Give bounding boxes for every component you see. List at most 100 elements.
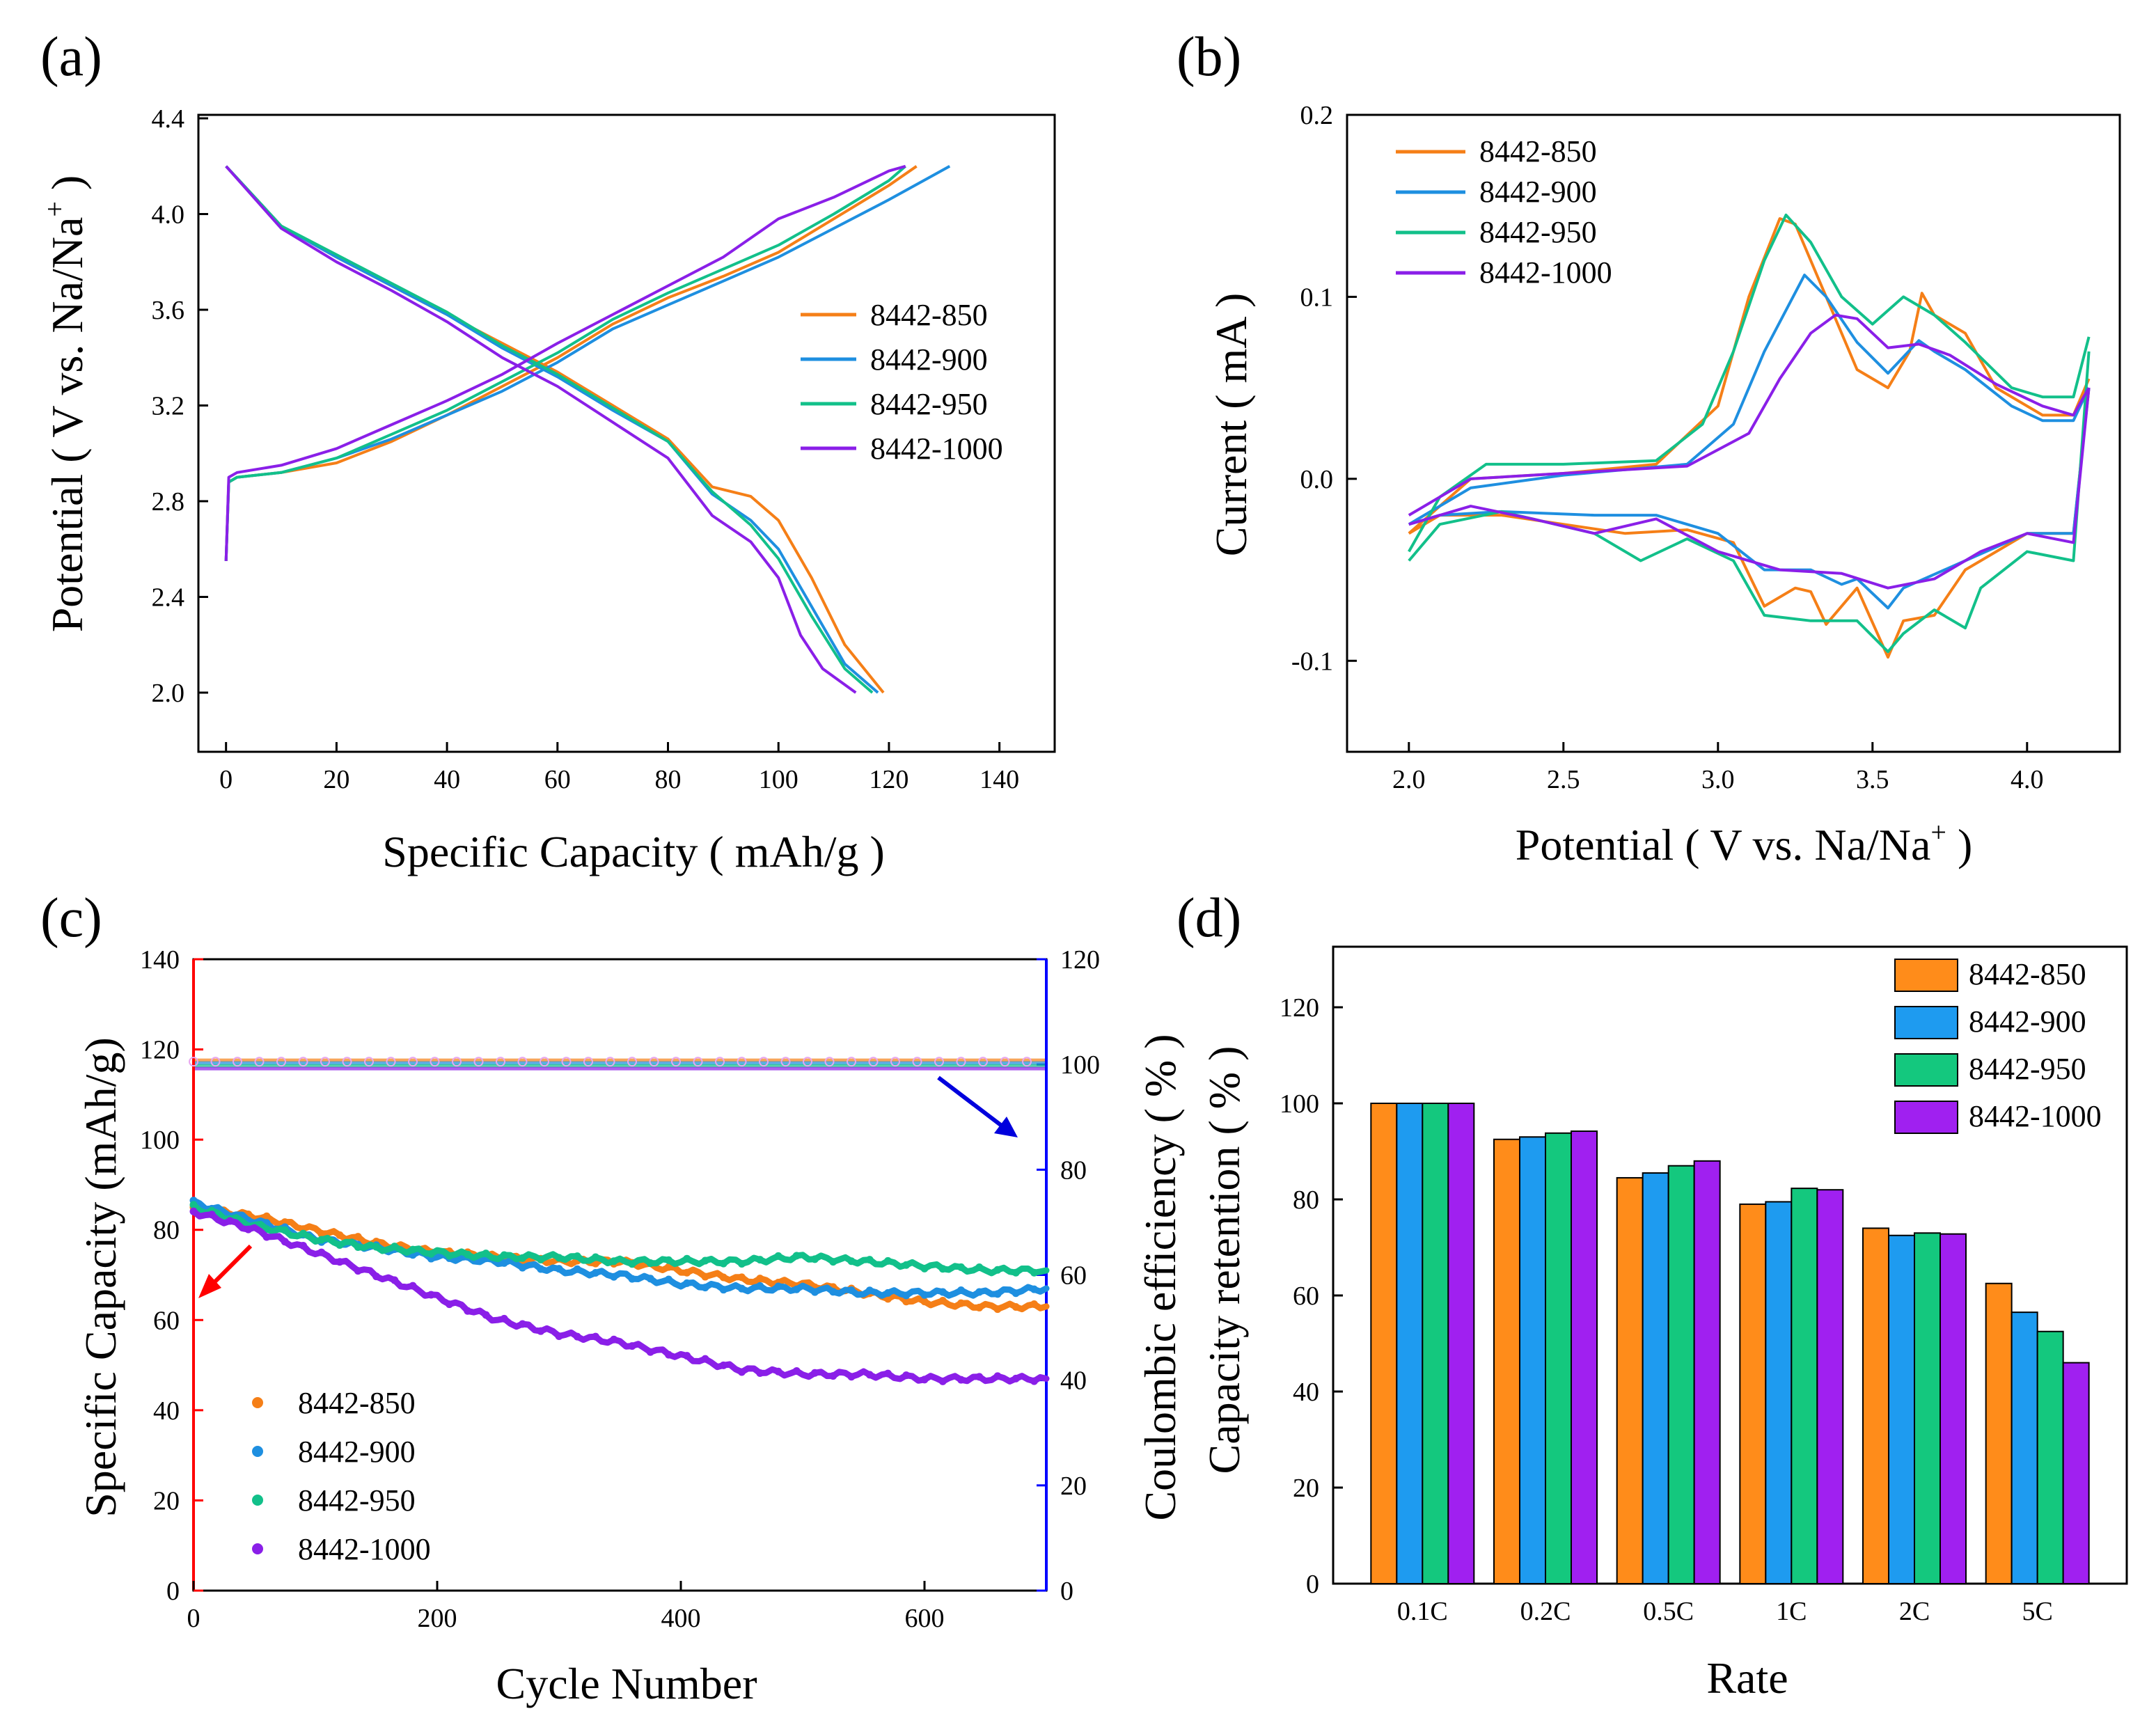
b-series-8442-900-cathodic (1408, 387, 2091, 610)
b-series-8442-950-anodic (1408, 213, 2091, 553)
panel-a: (a) 0 20 40 60 80 100 120 140 2.0 2.4 2.8 3.2 3.6 4.0… (39, 26, 1056, 876)
c-point (628, 1275, 636, 1283)
c-point (756, 1369, 764, 1377)
c-legend-marker (252, 1397, 263, 1408)
c-point (189, 1201, 198, 1209)
panel-c-xlabel: Cycle Number (496, 1659, 757, 1708)
c-point (189, 1207, 198, 1215)
b-series-8442-1000-cathodic (1408, 387, 2091, 590)
c-point (975, 1263, 984, 1272)
d-bar-8442-1000-0.2C (1571, 1130, 1598, 1584)
b-ytick-label: 0.2 (1300, 101, 1334, 130)
b-xtick-label: 3.0 (1701, 765, 1735, 794)
c-point (207, 1211, 216, 1219)
c-point (811, 1255, 819, 1263)
b-series-8442-850-cathodic (1408, 387, 2091, 659)
c-point (592, 1269, 599, 1277)
c-legend-label: 8442-1000 (298, 1532, 431, 1566)
c-point (244, 1225, 253, 1234)
c-point (646, 1275, 654, 1283)
c-point (865, 1286, 874, 1295)
c-point (336, 1258, 344, 1266)
b-series-8442-950-cathodic (1408, 351, 2091, 654)
a-xtick-label: 80 (655, 765, 682, 794)
c-right-arrowhead (994, 1117, 1018, 1137)
c-left-arrow (207, 1244, 253, 1290)
d-legend-label: 8442-950 (1969, 1052, 2086, 1086)
a-series-8442-850-discharge (225, 165, 885, 694)
c-point (336, 1240, 344, 1249)
d-ytick-label: 80 (1293, 1185, 1319, 1215)
c-point (993, 1305, 1002, 1314)
panel-b-label: (b) (1177, 26, 1241, 88)
c-point (573, 1332, 581, 1341)
panel-c-label: (c) (40, 888, 102, 949)
c-legend-marker (252, 1543, 263, 1554)
c-point (920, 1264, 929, 1272)
c-xtick-label: 400 (661, 1604, 701, 1633)
a-ytick-label: 3.6 (152, 296, 185, 325)
b-xtick-label: 2.5 (1547, 765, 1580, 794)
c-point (519, 1254, 526, 1262)
c-ce-point (298, 1057, 308, 1067)
c-xtick-label: 600 (905, 1604, 945, 1633)
a-ytick-label: 4.4 (152, 104, 185, 134)
c-point (975, 1373, 984, 1381)
c-point (299, 1241, 307, 1250)
c-point (902, 1298, 911, 1306)
d-bar-8442-900-5C (2011, 1311, 2038, 1585)
b-series-8442-850-anodic (1408, 217, 2091, 535)
c-point (262, 1212, 271, 1220)
c-ytick-right-label: 0 (1060, 1577, 1073, 1606)
d-bar-8442-1000-2C (1939, 1233, 1967, 1585)
d-bar-8442-950-2C (1914, 1232, 1941, 1585)
c-ce-point (210, 1057, 221, 1067)
c-legend-marker (252, 1446, 263, 1457)
c-ytick-right-label: 20 (1060, 1472, 1087, 1501)
c-ce-point (693, 1057, 703, 1067)
panel-b-frame (1346, 113, 2121, 753)
d-legend-label: 8442-850 (1969, 957, 2086, 991)
c-point (372, 1243, 380, 1251)
b-series-8442-1000-anodic (1408, 313, 2091, 517)
c-point (884, 1256, 892, 1265)
b-legend-label: 8442-900 (1479, 175, 1597, 209)
c-ytick-left-label: 60 (153, 1306, 180, 1335)
c-point (938, 1296, 947, 1305)
c-ce-point (320, 1057, 330, 1067)
c-point (719, 1259, 727, 1268)
panel-c-ylabel-left: Specific Capacity (mAh/g) (76, 1037, 125, 1518)
c-point (1030, 1268, 1038, 1277)
c-ytick-right-label: 120 (1060, 945, 1100, 975)
c-point (847, 1257, 856, 1266)
panel-a-xlabel: Specific Capacity ( mAh/g ) (382, 827, 885, 876)
c-ytick-right-label: 40 (1060, 1366, 1087, 1396)
c-point (738, 1284, 746, 1293)
c-point (446, 1252, 453, 1260)
d-ytick-label: 0 (1306, 1570, 1319, 1599)
c-ce-point (254, 1057, 265, 1067)
c-ytick-left-label: 80 (153, 1216, 180, 1245)
c-point (646, 1259, 654, 1268)
c-ce-point (517, 1057, 528, 1067)
a-legend-label: 8442-950 (870, 387, 988, 421)
c-legend-label: 8442-950 (298, 1483, 416, 1518)
c-point (646, 1348, 654, 1356)
c-ytick-left-label: 0 (166, 1577, 180, 1606)
c-ce-point (1022, 1057, 1032, 1067)
c-point (884, 1288, 892, 1297)
c-point (719, 1273, 727, 1282)
d-bar-8442-850-0.2C (1493, 1138, 1520, 1584)
c-point (811, 1288, 819, 1296)
c-point (665, 1263, 672, 1271)
c-ce-point (430, 1057, 440, 1067)
c-point (756, 1256, 764, 1264)
c-point (1030, 1300, 1038, 1309)
panel-b-ylabel: Current ( mA ) (1206, 293, 1256, 557)
d-xtick-label: 0.2C (1520, 1597, 1571, 1626)
d-legend-label: 8442-900 (1969, 1004, 2086, 1039)
a-series-8442-950-discharge (225, 165, 874, 694)
a-xtick-label: 100 (759, 765, 798, 794)
c-point (555, 1332, 563, 1340)
c-point (446, 1300, 453, 1309)
